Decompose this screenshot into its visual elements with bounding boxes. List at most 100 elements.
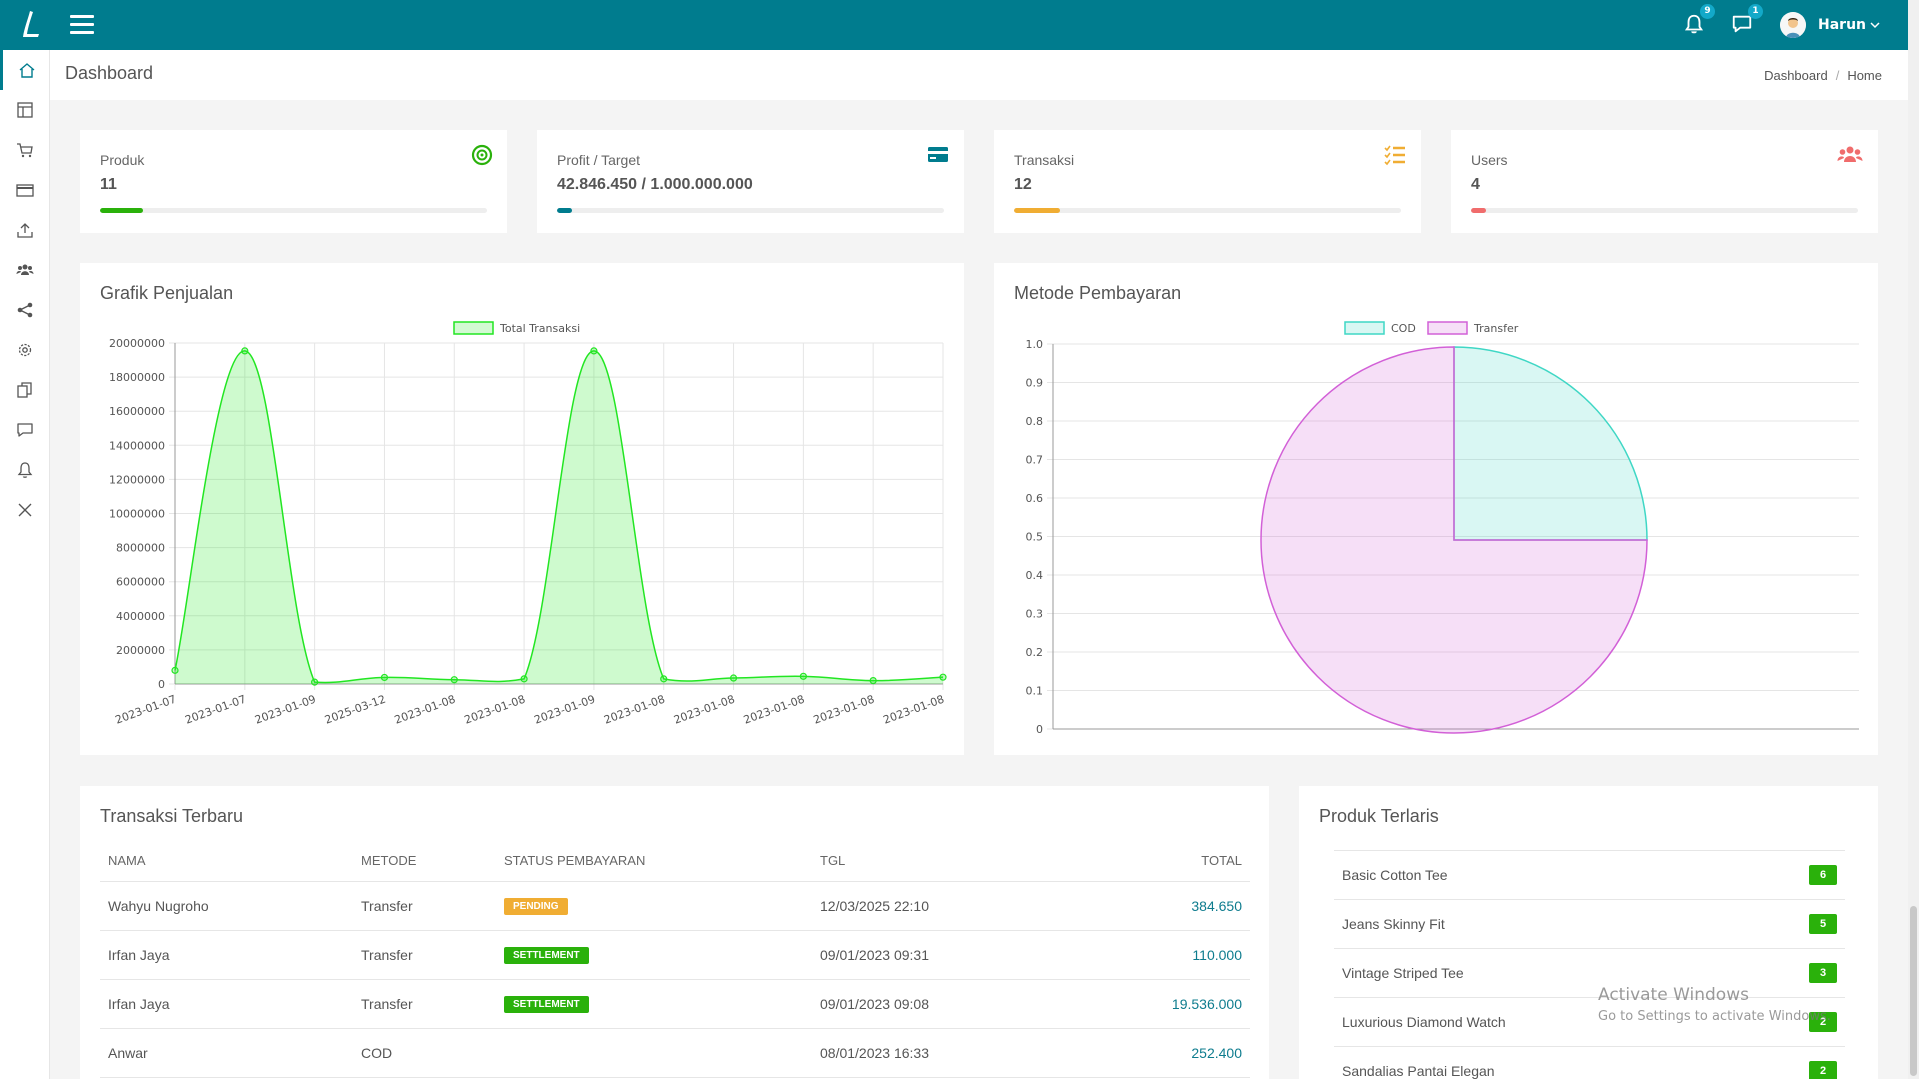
stat-value: 4 <box>1471 176 1480 193</box>
sidebar-item-users[interactable] <box>0 250 50 290</box>
x-tick-label: 2023-01-07 <box>113 693 178 727</box>
pie-slice-transfer <box>1260 346 1648 734</box>
sidebar-item-layout[interactable] <box>0 90 50 130</box>
column-header-nama[interactable]: NAMA <box>100 841 353 882</box>
bell-icon <box>17 462 33 478</box>
x-tick-label: 2023-01-08 <box>812 693 877 727</box>
list-item[interactable]: Vintage Striped Tee 3 <box>1334 948 1845 997</box>
cell-nama: Anwar <box>100 1028 353 1078</box>
avatar-icon <box>1780 12 1806 38</box>
y-tick-label: 0.8 <box>1026 415 1044 428</box>
series-line <box>174 350 944 684</box>
sidebar-item-cart[interactable] <box>0 130 50 170</box>
topbar: 9 1 Harun <box>0 0 1908 50</box>
legend-swatch-transfer <box>1427 321 1468 335</box>
list-item[interactable]: Basic Cotton Tee 6 <box>1334 850 1845 899</box>
y-tick-label: 2000000 <box>116 644 165 657</box>
list-item[interactable]: Jeans Skinny Fit 5 <box>1334 899 1845 948</box>
data-point <box>380 673 389 682</box>
message-count-badge: 1 <box>1748 4 1763 19</box>
status-badge: SETTLEMENT <box>504 947 589 964</box>
cell-nama: Irfan Jaya <box>100 930 353 980</box>
sidebar-item-payment[interactable] <box>0 170 50 210</box>
cell-tgl: 12/03/2025 22:10 <box>812 881 1112 931</box>
y-tick-label: 0.9 <box>1026 377 1044 390</box>
y-tick-label: 10000000 <box>109 508 165 521</box>
table-row[interactable]: Wahyu Nugroho Transfer PENDING 12/03/202… <box>100 881 1250 931</box>
series-area <box>175 350 943 684</box>
cell-total: 19.536.000 <box>1112 979 1250 1029</box>
stat-progress-fill <box>557 208 573 213</box>
y-tick-label: 1.0 <box>1026 338 1044 351</box>
table-row[interactable]: Irfan Jaya Transfer SETTLEMENT 09/01/202… <box>100 930 1250 980</box>
cell-status: SETTLEMENT <box>496 979 812 1029</box>
count-badge: 5 <box>1809 914 1837 934</box>
x-tick-label: 2023-01-07 <box>183 693 248 727</box>
page-scrollbar[interactable] <box>1908 0 1919 1079</box>
stat-value: 42.846.450 / 1.000.000.000 <box>557 176 753 193</box>
sidebar-item-logout[interactable] <box>0 490 50 530</box>
sidebar-item-notifications[interactable] <box>0 450 50 490</box>
status-badge: PENDING <box>504 898 568 915</box>
notification-count-badge: 9 <box>1700 4 1715 19</box>
recent-transactions-title: Transaksi Terbaru <box>100 806 244 826</box>
cell-metode: Transfer <box>353 930 496 980</box>
x-tick-label: 2023-01-08 <box>672 693 737 727</box>
data-point <box>799 672 807 680</box>
notifications-button[interactable]: 9 <box>1683 4 1715 37</box>
stat-progress-fill <box>100 208 143 213</box>
breadcrumb-dashboard-link[interactable]: Dashboard <box>1764 68 1828 83</box>
messages-button[interactable]: 1 <box>1731 4 1763 37</box>
sidebar-item-settings[interactable] <box>0 330 50 370</box>
list-item[interactable]: Sandalias Pantai Elegan 2 <box>1334 1046 1845 1079</box>
best-sellers-title: Produk Terlaris <box>1319 806 1439 826</box>
sales-chart-title: Grafik Penjualan <box>100 283 234 303</box>
stat-value: 12 <box>1014 176 1032 193</box>
list-item[interactable]: Luxurious Diamond Watch 2 <box>1334 997 1845 1046</box>
column-header-metode[interactable]: METODE <box>353 841 496 882</box>
cell-total: 384.650 <box>1112 881 1250 931</box>
user-menu[interactable]: Harun <box>1780 11 1880 39</box>
y-tick-label: 6000000 <box>116 576 165 589</box>
column-header-status[interactable]: STATUS PEMBAYARAN <box>496 841 812 882</box>
sidebar-item-dashboard[interactable] <box>0 50 50 90</box>
sidebar-item-messages[interactable] <box>0 410 50 450</box>
sidebar-item-share[interactable] <box>0 290 50 330</box>
table-row[interactable]: Irfan Jaya Transfer SETTLEMENT 09/01/202… <box>100 979 1250 1029</box>
menu-toggle-button[interactable] <box>70 15 94 35</box>
y-tick-label: 0.6 <box>1026 492 1044 505</box>
sidebar-item-upload[interactable] <box>0 210 50 250</box>
credit-card-icon <box>928 147 948 162</box>
stat-label: Produk <box>100 152 145 168</box>
share-icon <box>17 302 33 318</box>
cell-tgl: 09/01/2023 09:08 <box>812 979 1112 1029</box>
app-logo[interactable] <box>18 9 42 41</box>
data-point <box>450 676 458 684</box>
table-row[interactable]: Anwar COD 08/01/2023 16:33 252.400 <box>100 1028 1250 1078</box>
table-header-row: NAMA METODE STATUS PEMBAYARAN TGL TOTAL <box>100 841 1250 882</box>
x-tick-label: 2023-01-08 <box>463 693 528 727</box>
avatar <box>1780 12 1806 38</box>
x-tick-label: 2023-01-08 <box>881 693 946 727</box>
page-header: Dashboard Dashboard / Home <box>50 50 1908 100</box>
scrollbar-thumb[interactable] <box>1910 906 1917 1076</box>
gear-icon <box>18 343 32 357</box>
data-point <box>939 673 947 681</box>
recent-transactions-card: Transaksi Terbaru NAMA METODE STATUS PEM… <box>80 786 1269 1079</box>
data-point <box>869 676 877 685</box>
count-badge: 3 <box>1809 963 1837 983</box>
sales-chart-card: Grafik Penjualan Total Transaksi 0 2000000… <box>80 263 964 755</box>
product-name: Luxurious Diamond Watch <box>1342 1014 1506 1030</box>
column-header-total[interactable]: TOTAL <box>1112 841 1250 882</box>
data-point <box>241 347 249 355</box>
data-point <box>311 678 319 686</box>
sidebar-item-documents[interactable] <box>0 370 50 410</box>
watermark-line-2: Go to Settings to activate Windows. <box>1598 1009 1831 1024</box>
cell-status: PENDING <box>496 881 812 931</box>
legend-swatch-cod <box>1344 321 1385 335</box>
breadcrumb-home: Home <box>1847 68 1882 83</box>
stat-card-produk: Produk 11 <box>80 130 507 233</box>
column-header-tgl[interactable]: TGL <box>812 841 1112 882</box>
count-badge: 6 <box>1809 865 1837 885</box>
y-tick-label: 0 <box>158 678 165 691</box>
